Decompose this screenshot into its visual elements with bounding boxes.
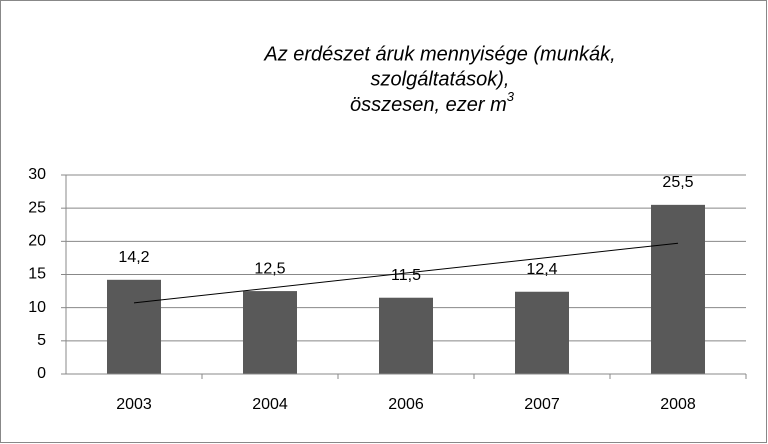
y-tick-label: 10: [28, 299, 46, 316]
x-tick-label: 2003: [116, 396, 152, 413]
x-tick-label: 2004: [252, 396, 288, 413]
x-tick-label: 2008: [660, 396, 696, 413]
bar: [379, 297, 433, 374]
y-tick-label: 30: [28, 166, 46, 183]
chart-title: összesen, ezer m3: [350, 89, 515, 116]
trendline: [133, 242, 679, 304]
data-label: 25,5: [662, 174, 693, 191]
x-tick-label: 2006: [388, 396, 424, 413]
y-tick-label: 15: [28, 266, 46, 283]
bar: [515, 291, 569, 374]
bar: [243, 291, 297, 374]
bar: [107, 279, 161, 374]
data-label: 11,5: [391, 267, 421, 284]
y-tick-label: 0: [37, 365, 46, 382]
chart-title: Az erdészet áruk mennyisége (munkák,: [263, 43, 615, 65]
title-superscript: 3: [507, 89, 515, 104]
data-label: 14,2: [118, 249, 149, 266]
chart-title: szolgáltatások),: [371, 68, 510, 90]
y-tick-label: 20: [28, 233, 46, 250]
chart-title: összesen, ezer m: [350, 94, 507, 116]
y-tick-label: 5: [37, 332, 46, 349]
bar: [651, 204, 705, 374]
data-label: 12,5: [254, 260, 285, 277]
data-label: 12,4: [526, 261, 557, 278]
y-tick-label: 25: [28, 199, 46, 216]
x-tick-label: 2007: [524, 396, 560, 413]
